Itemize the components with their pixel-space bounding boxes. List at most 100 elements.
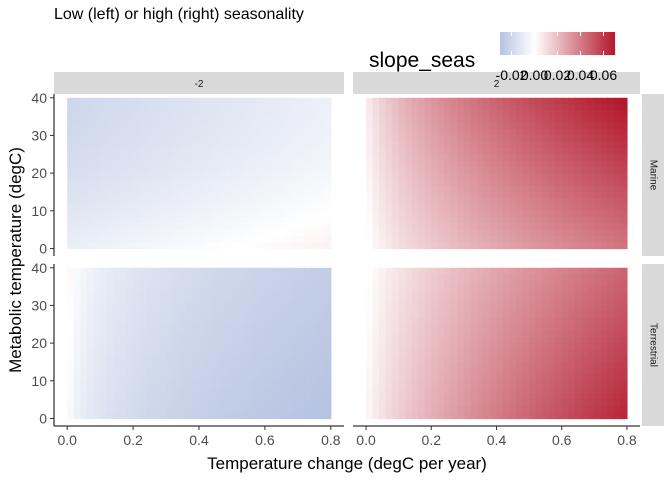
heatmap-cell: [86, 198, 95, 206]
heatmap-cell: [324, 380, 332, 388]
heatmap-cell: [304, 368, 312, 376]
heatmap-cell: [205, 299, 213, 307]
heatmap-cell: [405, 305, 413, 313]
heatmap-cell: [457, 267, 465, 275]
heatmap-cell: [278, 412, 286, 420]
heatmap-cell: [93, 324, 101, 332]
heatmap-cell: [317, 349, 325, 357]
heatmap-cell: [185, 405, 194, 413]
heatmap-cell: [463, 286, 472, 294]
heatmap-cell: [457, 166, 465, 174]
heatmap-cell: [86, 191, 95, 199]
heatmap-cell: [405, 292, 413, 300]
heatmap-cell: [258, 122, 266, 130]
heatmap-cell: [613, 179, 622, 187]
heatmap-cell: [185, 104, 194, 111]
heatmap-cell: [152, 292, 161, 300]
heatmap-cell: [594, 198, 602, 206]
heatmap-cell: [555, 242, 563, 250]
heatmap-cell: [304, 311, 312, 319]
heatmap-cell: [251, 179, 259, 187]
heatmap-cell: [581, 173, 589, 180]
heatmap-cell: [516, 204, 524, 212]
heatmap-cell: [185, 336, 194, 344]
heatmap-cell: [179, 292, 187, 300]
heatmap-cell: [496, 185, 504, 193]
heatmap-cell: [483, 286, 491, 294]
heatmap-cell: [159, 368, 167, 376]
heatmap-cell: [587, 148, 595, 155]
heatmap-cell: [607, 267, 615, 275]
heatmap-cell: [587, 393, 595, 401]
heatmap-cell: [93, 311, 101, 319]
heatmap-cell: [385, 286, 393, 294]
heatmap-cell: [86, 242, 95, 250]
heatmap-cell: [366, 166, 374, 174]
heatmap-cell: [470, 110, 478, 118]
heatmap-cell: [561, 380, 569, 388]
heatmap-cell: [548, 387, 556, 394]
heatmap-cell: [600, 198, 608, 206]
heatmap-cell: [93, 405, 101, 413]
heatmap-cell: [205, 412, 213, 420]
heatmap-cell: [179, 135, 187, 143]
heatmap-cell: [251, 235, 259, 243]
heatmap-cell: [587, 185, 595, 193]
heatmap-cell: [218, 160, 226, 168]
heatmap-cell: [372, 305, 380, 313]
heatmap-cell: [581, 97, 589, 105]
heatmap-cell: [431, 104, 439, 111]
heatmap-cell: [424, 198, 432, 206]
heatmap-cell: [317, 355, 325, 363]
heatmap-cell: [574, 318, 582, 325]
heatmap-cell: [535, 210, 543, 218]
heatmap-cell: [620, 135, 628, 143]
heatmap-cell: [437, 242, 445, 250]
heatmap-cell: [297, 154, 306, 162]
heatmap-cell: [93, 135, 101, 143]
heatmap-cell: [587, 198, 595, 206]
heatmap-cell: [139, 286, 147, 294]
heatmap-cell: [411, 116, 419, 124]
heatmap-cell: [113, 204, 121, 212]
heatmap-cell: [119, 318, 128, 325]
heatmap-cell: [172, 292, 180, 300]
heatmap-cell: [398, 349, 406, 357]
heatmap-cell: [172, 242, 180, 250]
heatmap-cell: [457, 185, 465, 193]
heatmap-cell: [594, 110, 602, 118]
heatmap-cell: [225, 324, 233, 332]
heatmap-cell: [379, 235, 387, 243]
heatmap-cell: [67, 154, 75, 162]
heatmap-cell: [516, 110, 524, 118]
heatmap-cell: [444, 97, 452, 105]
heatmap-cell: [264, 217, 273, 224]
heatmap-cell: [483, 355, 491, 363]
heatmap-cell: [106, 330, 114, 338]
heatmap-cell: [379, 399, 387, 407]
heatmap-cell: [126, 299, 134, 307]
heatmap-cell: [225, 380, 233, 388]
heatmap-cell: [476, 198, 485, 206]
heatmap-cell: [516, 198, 524, 206]
heatmap-cell: [542, 229, 550, 237]
heatmap-cell: [418, 97, 426, 105]
heatmap-cell: [529, 286, 537, 294]
heatmap-cell: [291, 242, 299, 250]
heatmap-cell: [139, 361, 147, 369]
heatmap-cell: [516, 368, 524, 376]
heatmap-cell: [166, 229, 174, 237]
heatmap-cell: [535, 393, 543, 401]
heatmap-cell: [238, 405, 246, 413]
heatmap-cell: [311, 349, 319, 357]
heatmap-cell: [166, 274, 174, 281]
heatmap-cell: [405, 235, 413, 243]
heatmap-cell: [251, 292, 259, 300]
heatmap-cell: [199, 166, 207, 174]
heatmap-cell: [503, 412, 511, 420]
heatmap-cell: [179, 299, 187, 307]
heatmap-cell: [366, 380, 374, 388]
heatmap-cell: [411, 97, 419, 105]
heatmap-cell: [80, 405, 88, 413]
heatmap-cell: [113, 324, 121, 332]
